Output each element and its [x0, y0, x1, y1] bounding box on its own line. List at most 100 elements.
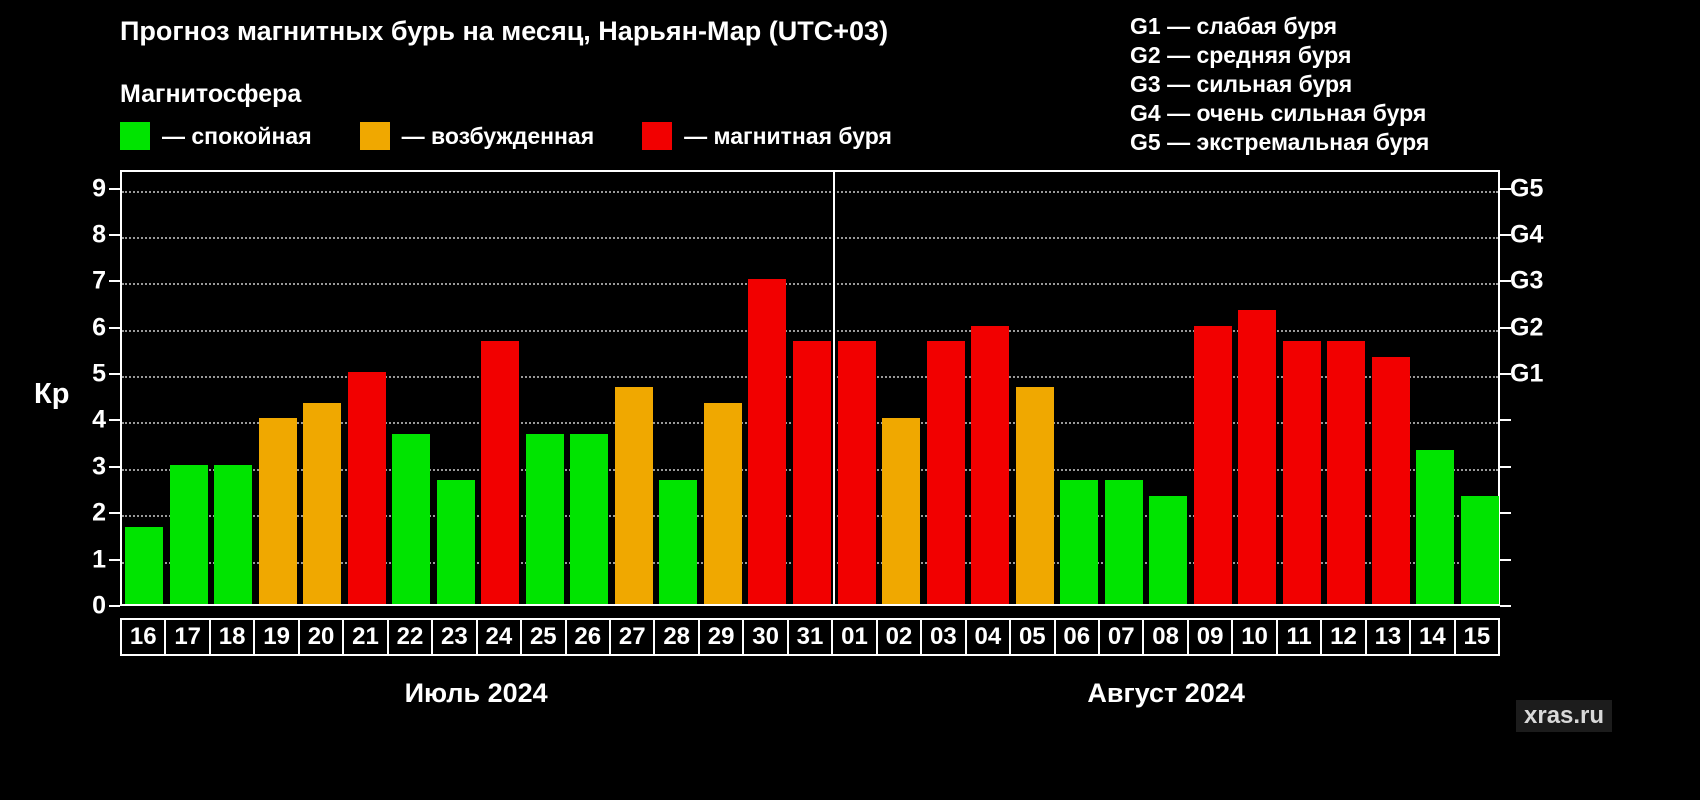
- axis-tick: [1500, 465, 1511, 468]
- axis-tick: [109, 605, 120, 607]
- date-cell-08: 08: [1142, 618, 1189, 656]
- watermark: xras.ru: [1516, 700, 1613, 732]
- kp-bar-30: [748, 279, 787, 604]
- page-title: Прогноз магнитных бурь на месяц, Нарьян-…: [120, 16, 889, 46]
- axis-tick: [1500, 373, 1511, 376]
- kp-bar-31: [793, 341, 831, 604]
- legend-item-excited: — возбужденная: [359, 122, 595, 150]
- gridline-kp-7: [122, 283, 1498, 286]
- date-cell-30: 30: [742, 618, 789, 656]
- g-axis-label-g1: G1: [1510, 359, 1544, 388]
- date-cell-18: 18: [208, 618, 256, 656]
- axis-tick: [109, 233, 120, 236]
- legend-item-quiet: — спокойная: [120, 122, 312, 150]
- gridline-kp-8: [122, 236, 1498, 239]
- y-tick-label-4: 4: [92, 405, 106, 434]
- date-cell-17: 17: [164, 618, 211, 656]
- gridline-kp-6: [122, 329, 1498, 332]
- date-cell-11: 11: [1275, 618, 1323, 656]
- date-cell-03: 03: [920, 618, 967, 656]
- gridline-kp-9: [122, 190, 1498, 193]
- axis-tick: [1500, 558, 1511, 561]
- date-cell-28: 28: [653, 618, 700, 656]
- kp-bar-12: [1327, 341, 1366, 604]
- date-cell-23: 23: [431, 618, 478, 656]
- legend-label: — возбужденная: [401, 122, 595, 149]
- month-separator-line: [833, 172, 836, 604]
- kp-bar-15: [1460, 495, 1499, 604]
- legend-swatch-storm: [642, 122, 673, 150]
- date-cell-26: 26: [564, 618, 611, 656]
- g-axis-label-g3: G3: [1510, 266, 1544, 295]
- kp-bar-02: [882, 418, 921, 604]
- date-cell-16: 16: [120, 618, 167, 656]
- date-cell-13: 13: [1364, 618, 1412, 656]
- kp-bar-17: [169, 464, 208, 604]
- y-tick-label-3: 3: [92, 452, 106, 481]
- kp-bar-10: [1238, 310, 1277, 604]
- legend: — спокойная — возбужденная — магнитная бур…: [120, 122, 892, 150]
- y-tick-label-5: 5: [92, 359, 106, 388]
- y-tick-label-0: 0: [92, 591, 106, 620]
- date-axis: 16 17 18 19 20 21 22 23 24 25 26 27 28 29 30 31 01 02 03 04…: [120, 618, 1501, 656]
- kp-bar-09: [1193, 325, 1232, 604]
- plot-area: [120, 170, 1500, 606]
- kp-bar-04: [971, 325, 1010, 604]
- date-cell-31: 31: [786, 618, 834, 656]
- kp-bar-03: [926, 341, 965, 604]
- month-label-1: Июль 2024: [404, 678, 548, 708]
- date-cell-09: 09: [1186, 618, 1234, 656]
- kp-bar-23: [436, 480, 475, 604]
- month-label-2: Август 2024: [1087, 678, 1245, 708]
- legend-label: — спокойная: [162, 122, 312, 149]
- y-tick-label-2: 2: [92, 498, 106, 527]
- g-scale-legend-line: G2 — средняя буря: [1130, 42, 1352, 68]
- g-axis-label-g5: G5: [1510, 174, 1544, 203]
- kp-bar-21: [347, 372, 386, 604]
- date-cell-24: 24: [475, 618, 523, 656]
- kp-bar-27: [614, 387, 653, 604]
- y-tick-label-8: 8: [92, 220, 106, 249]
- axis-tick: [109, 187, 120, 190]
- kp-bar-05: [1015, 387, 1054, 604]
- date-cell-15: 15: [1453, 618, 1501, 656]
- date-cell-21: 21: [342, 618, 389, 656]
- magnetosphere-label: Магнитосфера: [120, 80, 302, 108]
- date-cell-25: 25: [520, 618, 567, 656]
- axis-tick: [109, 512, 120, 515]
- kp-bar-07: [1104, 480, 1143, 604]
- axis-tick: [1500, 512, 1511, 515]
- kp-bar-08: [1149, 495, 1188, 604]
- axis-tick: [1500, 187, 1511, 190]
- y-tick-label-6: 6: [92, 313, 106, 342]
- axis-tick: [109, 419, 120, 422]
- kp-bar-26: [570, 433, 609, 604]
- y-tick-label-7: 7: [92, 266, 106, 295]
- kp-bar-14: [1416, 449, 1455, 604]
- kp-bar-22: [392, 433, 431, 604]
- axis-tick: [1500, 419, 1511, 422]
- kp-bar-06: [1060, 480, 1099, 604]
- kp-bar-19: [258, 418, 297, 604]
- date-cell-29: 29: [697, 618, 745, 656]
- axis-tick: [109, 558, 120, 561]
- kp-bar-16: [125, 526, 164, 604]
- legend-swatch-excited: [359, 122, 390, 150]
- g-scale-legend: G1 — слабая буря G2 — средняя буря G3 — си…: [1130, 12, 1429, 157]
- kp-bar-28: [659, 480, 698, 604]
- y-tick-label-9: 9: [92, 174, 106, 203]
- date-cell-01: 01: [831, 618, 878, 656]
- axis-tick: [109, 465, 120, 468]
- g-scale-legend-line: G4 — очень сильная буря: [1130, 100, 1427, 126]
- y-axis-label: Кр: [34, 378, 70, 410]
- legend-item-storm: — магнитная буря: [642, 122, 892, 150]
- kp-bar-13: [1371, 356, 1410, 604]
- date-cell-06: 06: [1053, 618, 1100, 656]
- kp-bar-11: [1282, 341, 1321, 604]
- date-cell-12: 12: [1320, 618, 1367, 656]
- date-cell-22: 22: [386, 618, 434, 656]
- g-axis-label-g2: G2: [1510, 313, 1544, 342]
- kp-bar-29: [703, 403, 742, 604]
- kp-bar-24: [481, 341, 520, 604]
